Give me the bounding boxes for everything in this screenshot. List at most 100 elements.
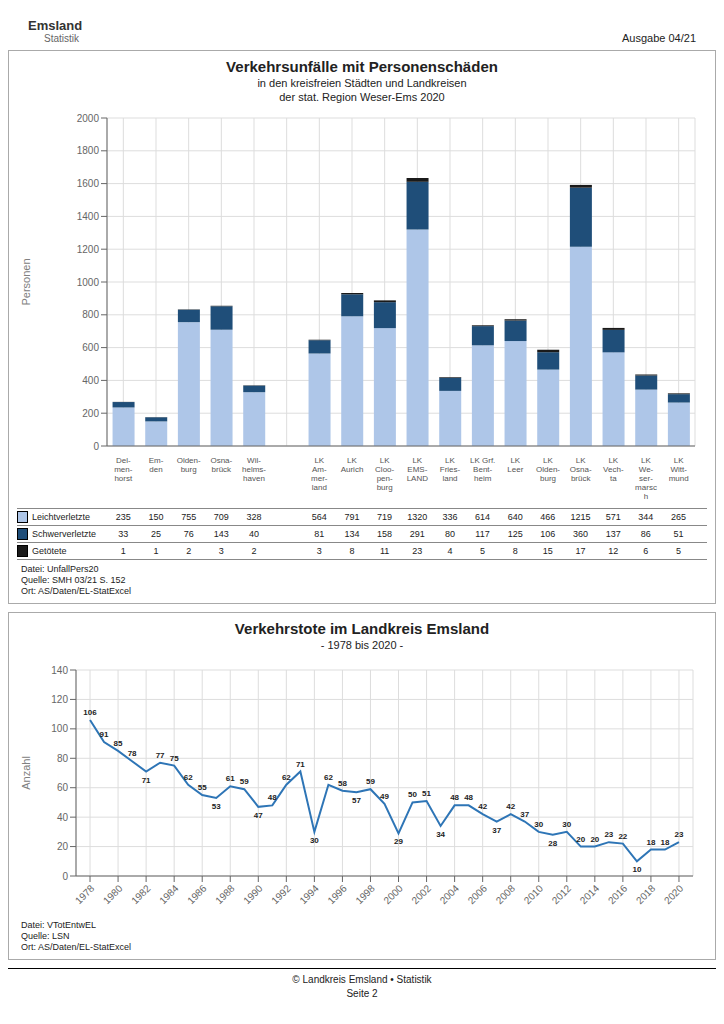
- svg-text:LK Grf.Bent-heim: LK Grf.Bent-heim: [470, 456, 495, 483]
- svg-text:2014: 2014: [578, 882, 602, 906]
- svg-text:600: 600: [82, 342, 99, 353]
- svg-text:2016: 2016: [606, 882, 630, 906]
- svg-text:Personen: Personen: [20, 258, 32, 305]
- svg-text:61: 61: [226, 774, 235, 783]
- svg-text:120: 120: [51, 694, 68, 705]
- svg-text:Em-den: Em-den: [149, 456, 164, 474]
- svg-text:1980: 1980: [101, 882, 125, 906]
- svg-text:LKWitt-mund: LKWitt-mund: [669, 456, 689, 483]
- svg-text:42: 42: [478, 802, 487, 811]
- svg-text:20: 20: [57, 841, 69, 852]
- svg-text:2000: 2000: [381, 882, 405, 906]
- svg-text:48: 48: [464, 793, 473, 802]
- svg-text:LKCloo-pen-burg: LKCloo-pen-burg: [375, 456, 394, 492]
- svg-text:30: 30: [562, 820, 571, 829]
- svg-text:37: 37: [492, 826, 501, 835]
- svg-text:2010: 2010: [522, 882, 546, 906]
- svg-text:LKWe-ser-marsch: LKWe-ser-marsch: [635, 456, 657, 501]
- svg-text:1994: 1994: [297, 882, 321, 906]
- svg-text:Olden-burg: Olden-burg: [177, 456, 201, 474]
- svg-text:80: 80: [57, 753, 69, 764]
- svg-text:2006: 2006: [466, 882, 490, 906]
- svg-text:57: 57: [352, 796, 361, 805]
- svg-text:0: 0: [93, 441, 99, 452]
- svg-text:23: 23: [675, 830, 684, 839]
- svg-text:1978: 1978: [73, 882, 97, 906]
- svg-text:Del-men-horst: Del-men-horst: [114, 456, 133, 483]
- svg-text:51: 51: [422, 789, 431, 798]
- svg-text:20: 20: [590, 835, 599, 844]
- svg-text:Anzahl: Anzahl: [20, 756, 32, 790]
- svg-text:71: 71: [296, 760, 305, 769]
- svg-text:49: 49: [380, 792, 389, 801]
- svg-text:LKAm-mer-land: LKAm-mer-land: [311, 456, 328, 492]
- svg-text:2020: 2020: [662, 882, 686, 906]
- svg-text:42: 42: [506, 802, 515, 811]
- svg-text:62: 62: [282, 773, 291, 782]
- svg-text:62: 62: [324, 773, 333, 782]
- svg-text:100: 100: [51, 723, 68, 734]
- svg-text:2000: 2000: [77, 113, 100, 124]
- svg-text:1990: 1990: [241, 882, 265, 906]
- svg-text:40: 40: [57, 812, 69, 823]
- svg-text:29: 29: [394, 837, 403, 846]
- svg-text:18: 18: [661, 838, 670, 847]
- svg-text:1600: 1600: [77, 178, 100, 189]
- svg-text:LKVech-ta: LKVech-ta: [603, 456, 624, 483]
- svg-text:LKLeer: LKLeer: [507, 456, 523, 474]
- svg-text:91: 91: [100, 730, 109, 739]
- svg-text:1982: 1982: [129, 882, 153, 906]
- svg-text:Osna-brück: Osna-brück: [210, 456, 232, 474]
- svg-text:58: 58: [338, 779, 347, 788]
- svg-text:1200: 1200: [77, 244, 100, 255]
- svg-text:1400: 1400: [77, 211, 100, 222]
- svg-text:1998: 1998: [353, 882, 377, 906]
- svg-text:59: 59: [366, 777, 375, 786]
- svg-text:55: 55: [198, 783, 207, 792]
- svg-text:85: 85: [114, 739, 123, 748]
- svg-text:1988: 1988: [213, 882, 237, 906]
- svg-text:50: 50: [408, 790, 417, 799]
- svg-text:LKOsna-brück: LKOsna-brück: [570, 456, 592, 483]
- svg-text:LKOlden-burg: LKOlden-burg: [536, 456, 560, 483]
- svg-text:48: 48: [450, 793, 459, 802]
- svg-text:2002: 2002: [409, 882, 433, 906]
- svg-text:30: 30: [534, 820, 543, 829]
- svg-text:10: 10: [632, 865, 641, 874]
- svg-text:78: 78: [128, 749, 137, 758]
- svg-text:37: 37: [520, 810, 529, 819]
- svg-text:200: 200: [82, 408, 99, 419]
- svg-text:23: 23: [604, 830, 613, 839]
- svg-text:30: 30: [310, 836, 319, 845]
- svg-text:106: 106: [83, 708, 97, 717]
- svg-text:75: 75: [170, 754, 179, 763]
- svg-text:2008: 2008: [494, 882, 518, 906]
- svg-text:34: 34: [436, 830, 445, 839]
- svg-text:1800: 1800: [77, 145, 100, 156]
- svg-text:LKAurich: LKAurich: [341, 456, 364, 474]
- svg-text:71: 71: [142, 776, 151, 785]
- svg-text:400: 400: [82, 375, 99, 386]
- svg-text:140: 140: [51, 665, 68, 676]
- svg-text:53: 53: [212, 802, 221, 811]
- svg-text:LKEMS-LAND: LKEMS-LAND: [407, 456, 429, 483]
- svg-text:1984: 1984: [157, 882, 181, 906]
- svg-text:59: 59: [240, 777, 249, 786]
- svg-text:0: 0: [62, 871, 68, 882]
- svg-text:1992: 1992: [269, 882, 293, 906]
- svg-text:18: 18: [646, 838, 655, 847]
- svg-text:28: 28: [548, 839, 557, 848]
- svg-text:77: 77: [156, 751, 165, 760]
- svg-text:22: 22: [618, 832, 627, 841]
- svg-text:1996: 1996: [325, 882, 349, 906]
- svg-text:Wil-helms-haven: Wil-helms-haven: [242, 456, 266, 483]
- svg-text:48: 48: [268, 793, 277, 802]
- svg-text:LKFries-land: LKFries-land: [440, 456, 461, 483]
- svg-text:47: 47: [254, 811, 263, 820]
- svg-text:62: 62: [184, 773, 193, 782]
- svg-text:20: 20: [576, 835, 585, 844]
- svg-text:1986: 1986: [185, 882, 209, 906]
- svg-text:2012: 2012: [550, 882, 574, 906]
- svg-text:2018: 2018: [634, 882, 658, 906]
- svg-text:800: 800: [82, 309, 99, 320]
